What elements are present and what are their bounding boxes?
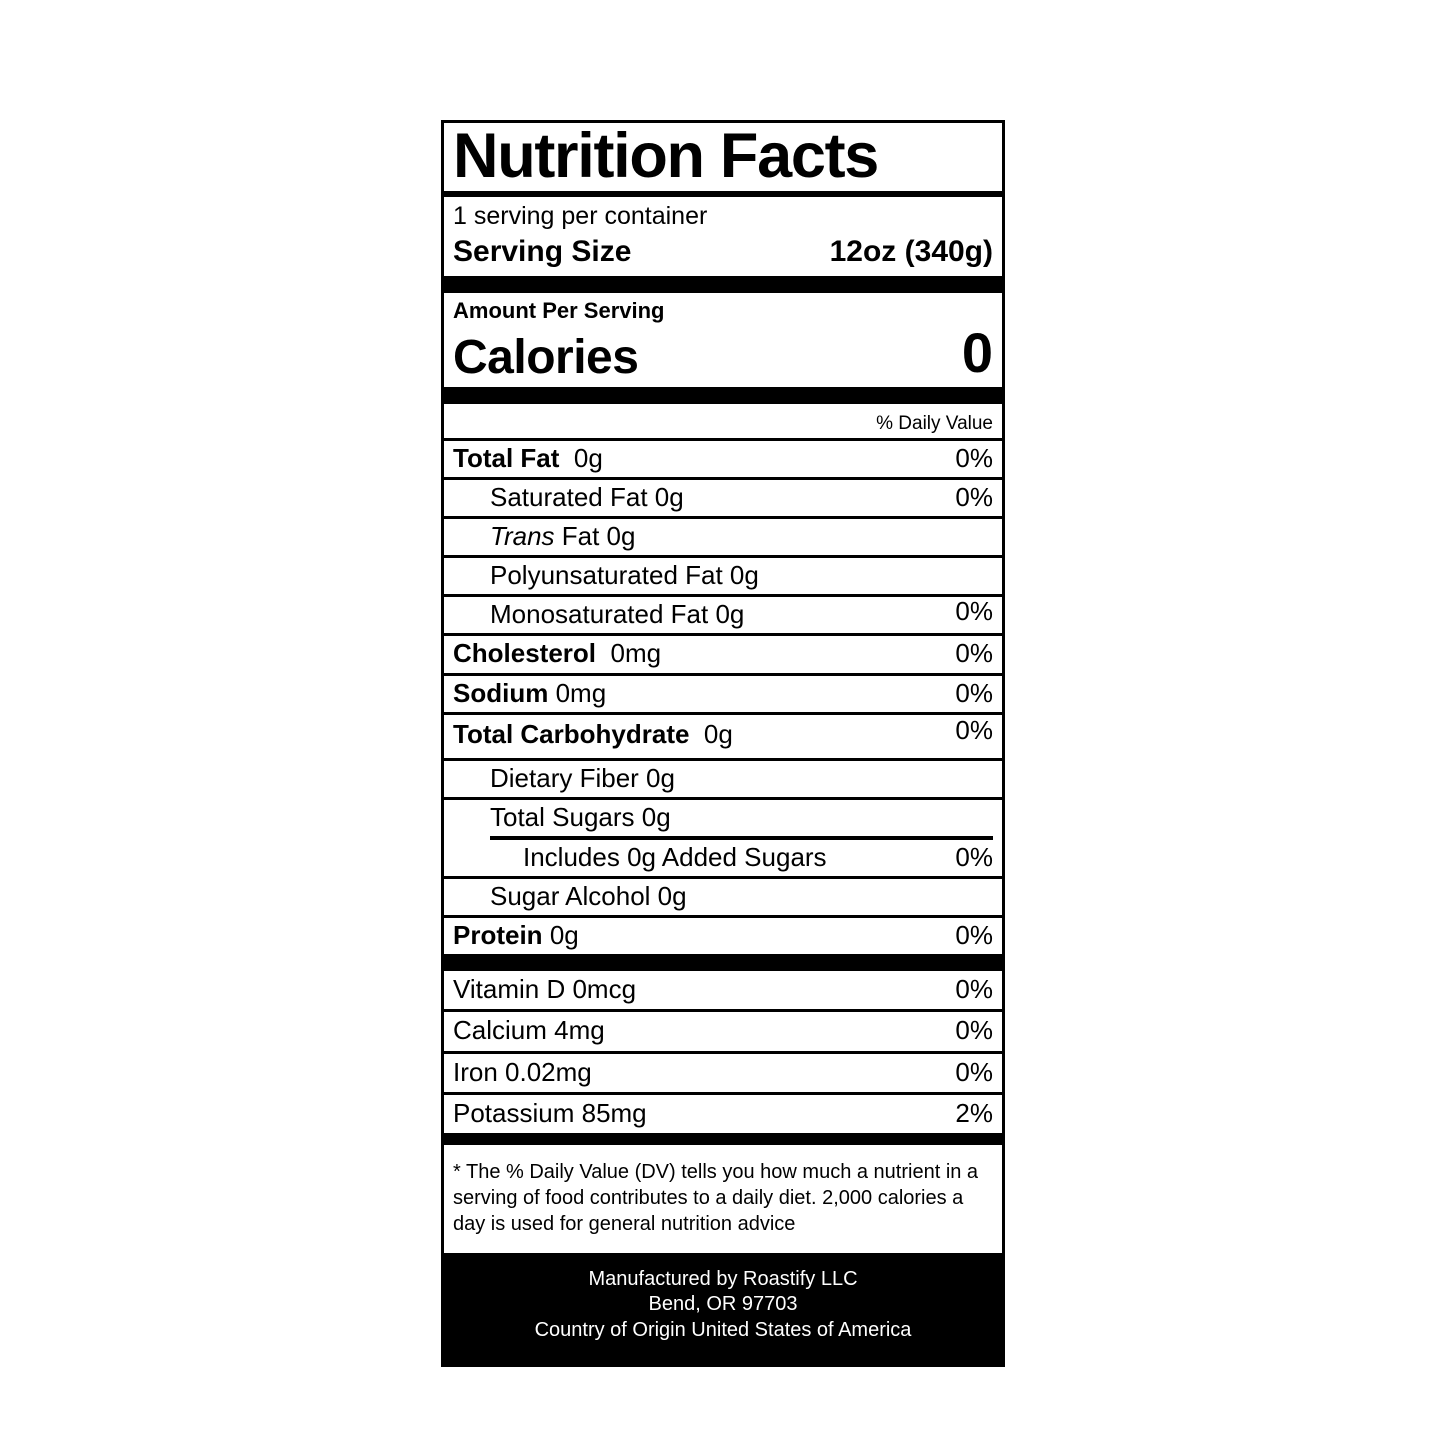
row-monosaturated-fat: Monosaturated Fat 0g 0% [444,596,1002,637]
potassium-dv: 2% [955,1097,993,1128]
row-saturated-fat: Saturated Fat 0g 0% [444,480,1002,520]
saturated-fat-dv: 0% [955,482,993,512]
daily-value-header: % Daily Value [876,412,993,434]
row-total-sugars: Total Sugars 0g [453,800,993,836]
total-carbohydrate-name: Total Carbohydrate 0g [453,718,733,749]
calcium-dv: 0% [955,1015,993,1046]
row-sodium: Sodium 0mg 0% [444,676,1002,715]
row-iron: Iron 0.02mg 0% [444,1054,1002,1095]
sodium-dv: 0% [955,677,993,708]
calories-row: Calories 0 [453,321,993,387]
added-sugars-name: Includes 0g Added Sugars [523,841,827,872]
serving-size-row: Serving Size 12oz (340g) [453,233,993,276]
cholesterol-dv: 0% [955,638,993,669]
row-sugar-alcohol: Sugar Alcohol 0g [444,879,1002,919]
monosaturated-fat-dv: 0% [955,596,993,627]
country-of-origin: Country of Origin United States of Ameri… [534,1318,912,1341]
label-title-section: Nutrition Facts [444,123,1002,197]
total-sugars-divider [490,835,993,840]
row-added-sugars: Includes 0g Added Sugars 0% [453,840,993,876]
row-cholesterol: Cholesterol 0mg 0% [444,636,1002,676]
footnote-section: * The % Daily Value (DV) tells you how m… [444,1145,1002,1253]
vitamin-d-name: Vitamin D 0mcg [453,974,637,1005]
total-carbohydrate-dv: 0% [955,714,993,745]
daily-value-header-section: % Daily Value [444,404,1002,441]
row-dietary-fiber: Dietary Fiber 0g [444,761,1002,800]
calories-section: Amount Per Serving Calories 0 [444,293,1002,404]
potassium-name: Potassium 85mg [453,1097,647,1128]
iron-dv: 0% [955,1056,993,1087]
iron-name: Iron 0.02mg [453,1056,592,1087]
saturated-fat-name: Saturated Fat 0g [490,482,684,512]
manufacturer-city-state-zip: Bend, OR 97703 [648,1293,798,1316]
manufacturer-block: Manufactured by Roastify LLC Bend, OR 97… [444,1252,1002,1364]
monosaturated-fat-name: Monosaturated Fat 0g [490,599,745,630]
row-sugars-group: Total Sugars 0g Includes 0g Added Sugars… [444,800,1002,880]
protein-dv: 0% [955,920,993,951]
row-trans-fat: Trans Fat 0g [444,519,1002,559]
cholesterol-name: Cholesterol 0mg [453,638,662,669]
protein-name: Protein 0g [453,920,579,951]
calories-value: 0 [961,321,993,385]
daily-value-footnote: * The % Daily Value (DV) tells you how m… [453,1160,979,1235]
serving-size-value: 12oz (340g) [829,235,993,269]
dietary-fiber-name: Dietary Fiber 0g [490,762,675,793]
total-fat-name: Total Fat 0g [453,442,603,473]
row-polyunsaturated-fat: Polyunsaturated Fat 0g [444,558,1002,598]
nutrition-facts-label: Nutrition Facts 1 serving per container … [441,120,1005,1367]
sugar-alcohol-name: Sugar Alcohol 0g [490,881,687,912]
sodium-name: Sodium 0mg [453,677,607,708]
calories-label: Calories [453,330,639,384]
servings-per-container: 1 serving per container [453,201,708,230]
servings-section: 1 serving per container [444,197,1002,233]
row-total-fat: Total Fat 0g 0% [444,441,1002,480]
amount-per-serving-label: Amount Per Serving [453,298,665,324]
manufacturer-name: Manufactured by Roastify LLC [588,1267,858,1290]
row-potassium: Potassium 85mg 2% [444,1095,1002,1145]
serving-size-section: Serving Size 12oz (340g) [444,233,1002,294]
trans-fat-name: Trans Fat 0g [490,521,636,552]
calcium-name: Calcium 4mg [453,1015,605,1046]
added-sugars-dv: 0% [955,841,993,872]
row-total-carbohydrate: Total Carbohydrate 0g 0% [444,715,1002,761]
total-sugars-name: Total Sugars 0g [490,801,671,832]
row-vitamin-d: Vitamin D 0mcg 0% [444,971,1002,1013]
vitamin-d-dv: 0% [955,974,993,1005]
row-calcium: Calcium 4mg 0% [444,1012,1002,1054]
serving-size-label: Serving Size [453,235,632,269]
row-protein: Protein 0g 0% [444,918,1002,972]
total-fat-dv: 0% [955,442,993,473]
polyunsaturated-fat-name: Polyunsaturated Fat 0g [490,560,759,591]
page-title: Nutrition Facts [453,121,879,191]
